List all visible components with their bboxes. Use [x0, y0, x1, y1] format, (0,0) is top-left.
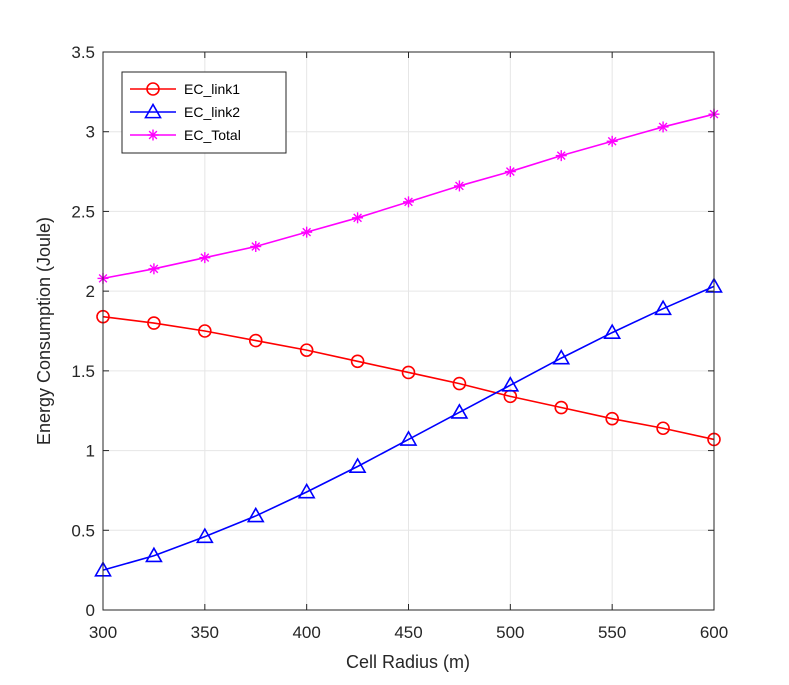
y-tick-label: 2 — [86, 282, 95, 301]
asterisk-stroke — [149, 264, 159, 274]
y-tick-label: 1 — [86, 442, 95, 461]
circle-marker — [350, 354, 365, 369]
x-tick-label: 400 — [292, 623, 320, 642]
asterisk-marker — [555, 150, 567, 162]
asterisk-stroke — [200, 253, 210, 263]
x-tick-label: 350 — [191, 623, 219, 642]
circle-marker — [198, 324, 212, 338]
asterisk-stroke — [148, 130, 158, 140]
triangle-marker — [654, 299, 672, 316]
triangle-marker — [348, 457, 367, 473]
x-axis-title: Cell Radius (m) — [346, 652, 470, 672]
y-tick-label: 3 — [86, 123, 95, 142]
asterisk-marker — [403, 196, 414, 208]
x-tick-label: 550 — [598, 623, 626, 642]
circle-marker — [554, 400, 569, 415]
circle-marker — [299, 343, 314, 357]
x-tick-label: 450 — [394, 623, 422, 642]
triangle-marker — [450, 403, 469, 419]
series-ec-total — [97, 108, 720, 284]
legend-label: EC_link2 — [184, 104, 240, 120]
series-line — [102, 315, 715, 441]
triangle-marker — [501, 376, 520, 392]
circle-marker — [147, 316, 161, 330]
asterisk-stroke — [353, 213, 362, 223]
x-tick-label: 500 — [496, 623, 524, 642]
circle-marker — [248, 333, 263, 348]
triangle-marker — [246, 506, 265, 523]
asterisk-stroke — [404, 197, 413, 207]
y-tick-label: 2.5 — [71, 202, 95, 221]
legend-label: EC_link1 — [184, 81, 240, 97]
x-tick-label: 600 — [700, 623, 728, 642]
triangle-marker — [144, 102, 162, 119]
legend-label: EC_Total — [184, 127, 241, 143]
triangle-marker — [195, 527, 214, 544]
asterisk-stroke — [607, 136, 617, 146]
y-axis-title: Energy Consumption (Joule) — [34, 217, 54, 445]
asterisk-marker — [147, 129, 159, 141]
circle-marker — [605, 411, 619, 426]
triangle-marker — [399, 430, 418, 446]
legend-item: EC_link2 — [130, 102, 240, 120]
asterisk-stroke — [455, 181, 464, 191]
y-tick-label: 0.5 — [71, 521, 95, 540]
asterisk-marker — [199, 252, 211, 264]
circle-marker — [146, 82, 160, 96]
y-tick-label: 1.5 — [71, 362, 95, 381]
series-line — [102, 285, 715, 571]
asterisk-marker — [657, 121, 669, 133]
legend-item: EC_Total — [130, 127, 241, 143]
asterisk-marker — [352, 212, 364, 224]
triangle-marker — [603, 323, 622, 340]
y-tick-label: 0 — [86, 601, 95, 620]
asterisk-stroke — [658, 122, 668, 132]
triangle-marker — [297, 482, 316, 499]
asterisk-marker — [504, 166, 516, 178]
triangle-marker — [552, 348, 571, 365]
x-tick-label: 300 — [89, 623, 117, 642]
asterisk-marker — [453, 180, 465, 192]
asterisk-stroke — [251, 242, 261, 251]
asterisk-stroke — [505, 167, 515, 176]
triangle-marker — [145, 546, 163, 563]
asterisk-stroke — [556, 151, 566, 161]
axes — [102, 51, 715, 611]
y-tick-label: 3.5 — [71, 43, 95, 62]
asterisk-stroke — [302, 227, 312, 237]
asterisk-marker — [606, 135, 618, 147]
asterisk-marker — [250, 241, 262, 253]
tick-labels: 300 350 400 450 500 550 600 0 0.5 1 1.5 2 2.5 3 3.5 — [71, 43, 728, 642]
circle-marker — [452, 376, 467, 391]
legend-item: EC_link1 — [130, 81, 240, 97]
circle-marker — [656, 421, 670, 436]
circle-marker — [401, 365, 416, 380]
asterisk-marker — [148, 263, 160, 275]
asterisk-marker — [301, 226, 313, 238]
legend: EC_link1 EC_link2 EC_Total — [121, 71, 287, 154]
